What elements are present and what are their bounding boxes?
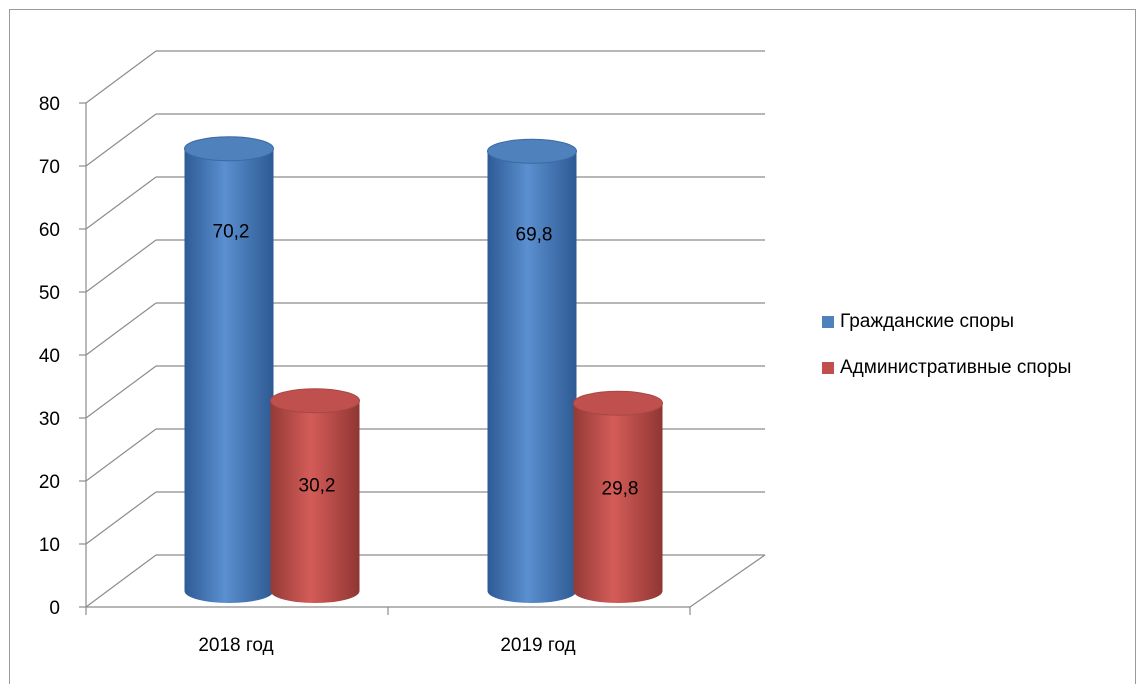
bar-top: [488, 139, 577, 163]
bar: 69,8: [488, 139, 577, 603]
data-label: 29,8: [602, 478, 639, 499]
legend-swatch: [822, 316, 834, 328]
y-tick-label: 70: [39, 157, 60, 178]
data-label: 30,2: [299, 476, 336, 497]
data-label: 70,2: [213, 222, 250, 243]
bar: 30,2: [271, 389, 360, 603]
bar-body: [488, 151, 577, 603]
bar-top: [574, 391, 663, 415]
y-tick-label: 40: [39, 346, 60, 367]
gridline-side: [86, 429, 156, 481]
bar-body: [574, 403, 663, 603]
gridline-side: [86, 555, 156, 607]
gridline-side: [86, 366, 156, 418]
gridline-side: [86, 177, 156, 229]
bar-top: [271, 389, 360, 413]
gridline-side: [86, 114, 156, 166]
gridline-side: [86, 492, 156, 544]
legend-layer: Гражданские споры Административные споры: [822, 311, 1071, 378]
bar: 70,2: [185, 137, 274, 603]
y-tick-label: 20: [39, 472, 60, 493]
y-tick-label: 60: [39, 220, 60, 241]
bar-body: [271, 401, 360, 603]
y-tick-label: 0: [49, 598, 60, 619]
y-tick-label: 30: [39, 409, 60, 430]
data-label: 69,8: [516, 224, 553, 245]
y-tick-label: 10: [39, 535, 60, 556]
bar-body: [185, 149, 274, 603]
legend-label: Административные споры: [840, 357, 1071, 378]
x-tick-label: 2018 год: [198, 635, 273, 656]
x-tick-label: 2019 год: [500, 635, 575, 656]
gridline-side: [86, 240, 156, 292]
y-tick-label: 80: [39, 94, 60, 115]
gridline-side: [86, 303, 156, 355]
gridline-side: [86, 51, 156, 103]
y-tick-label: 50: [39, 283, 60, 304]
legend-label: Гражданские споры: [840, 311, 1014, 332]
floor-right-edge: [690, 555, 765, 607]
legend-swatch: [822, 362, 834, 374]
bar: 29,8: [574, 391, 663, 603]
bar-layer: 70,2 69,8 30,2 29,8: [185, 137, 663, 603]
bar-top: [185, 137, 274, 161]
